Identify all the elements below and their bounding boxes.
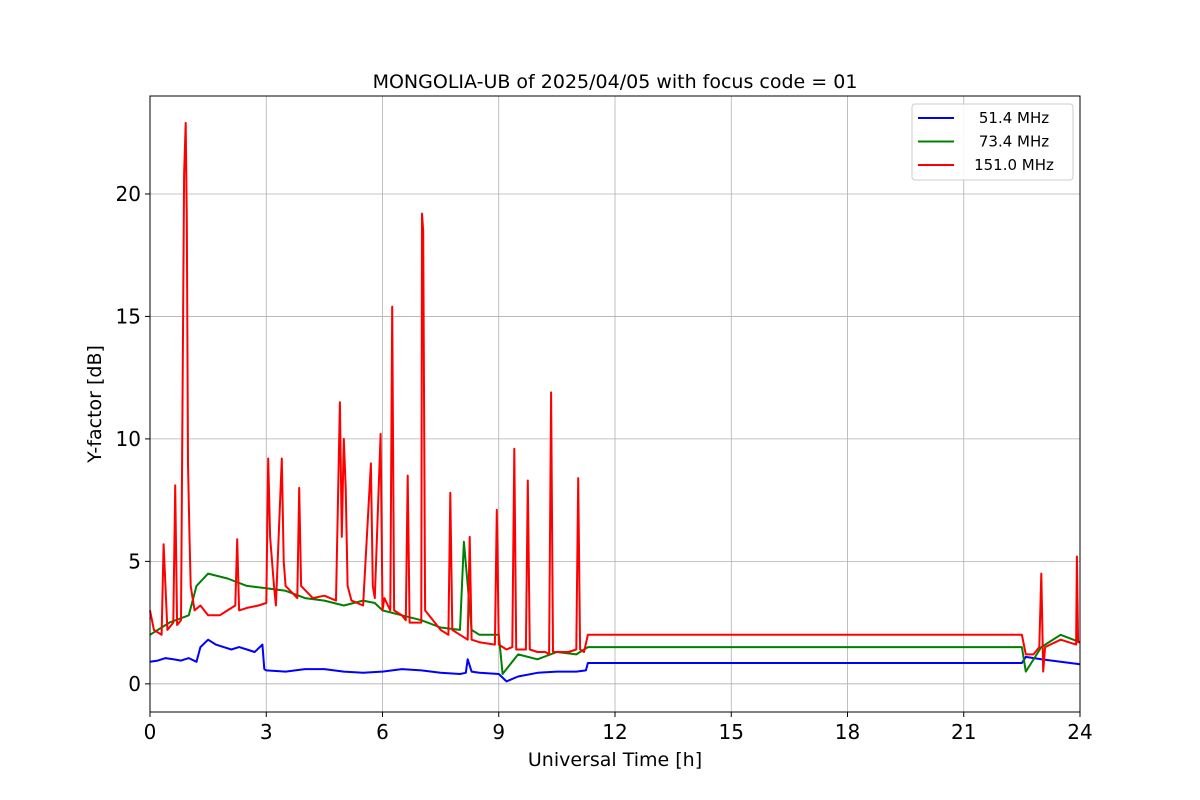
x-tick-label: 9 bbox=[492, 720, 505, 744]
y-axis-label: Y-factor [dB] bbox=[84, 345, 106, 464]
y-tick-label: 20 bbox=[116, 182, 141, 206]
x-tick-label: 21 bbox=[951, 720, 976, 744]
x-tick-label: 15 bbox=[719, 720, 744, 744]
legend-label: 151.0 MHz bbox=[974, 156, 1054, 174]
x-tick-label: 0 bbox=[144, 720, 157, 744]
legend-label: 73.4 MHz bbox=[979, 133, 1049, 151]
axis-ticks: 0 3 6 9 12 15 18 21 24 0 5 10 15 20 bbox=[116, 182, 1093, 744]
series-line-0 bbox=[149, 638, 1081, 683]
x-tick-label: 24 bbox=[1067, 720, 1092, 744]
x-tick-label: 6 bbox=[376, 720, 389, 744]
y-tick-label: 0 bbox=[128, 672, 141, 696]
series-line-2 bbox=[149, 121, 1080, 673]
y-tick-label: 10 bbox=[116, 427, 141, 451]
y-tick-label: 5 bbox=[128, 549, 141, 573]
legend: 51.4 MHz 73.4 MHz 151.0 MHz bbox=[911, 103, 1074, 181]
x-tick-label: 3 bbox=[260, 720, 273, 744]
legend-label: 51.4 MHz bbox=[979, 109, 1049, 127]
chart-title: MONGOLIA-UB of 2025/04/05 with focus cod… bbox=[373, 71, 858, 93]
x-tick-label: 18 bbox=[835, 720, 860, 744]
x-tick-label: 12 bbox=[602, 720, 627, 744]
legend-box bbox=[911, 103, 1074, 181]
x-axis-label: Universal Time [h] bbox=[528, 749, 702, 771]
y-tick-label: 15 bbox=[116, 304, 141, 328]
plot-series bbox=[149, 121, 1081, 683]
